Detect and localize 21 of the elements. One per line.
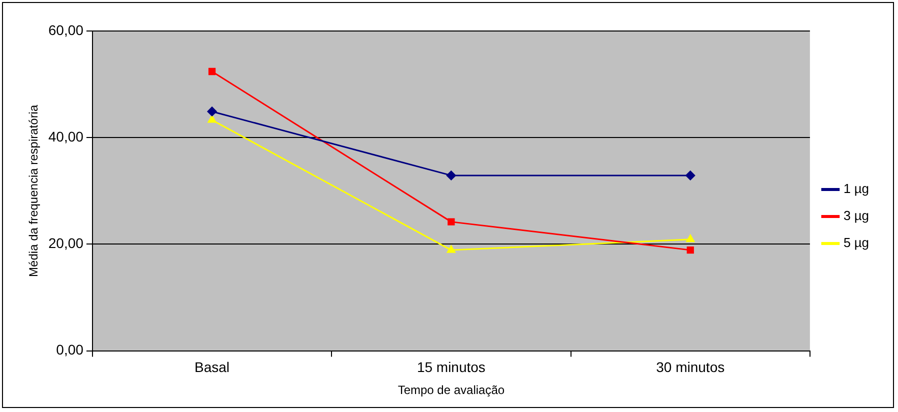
point [446,170,456,180]
x-tick-label: Basal [194,359,230,376]
legend-label: 5 µg [843,235,869,250]
point [448,218,455,226]
legend-label: 3 µg [843,208,869,224]
point [207,106,217,116]
y-tick-label: 20,00 [48,235,84,252]
point [686,246,694,254]
x-axis-title: Tempo de avaliação [398,383,505,398]
point [446,245,456,253]
y-tick-label: 40,00 [48,128,84,144]
x-tick-label: 15 minutos [416,359,486,376]
y-tick-label: 60,00 [48,22,84,38]
point [686,170,696,180]
point [686,234,695,242]
point [208,115,216,123]
y-tick-label: 0,00 [56,342,84,358]
y-axis-title: Média da frequencia respiratória [26,104,41,277]
x-tick-label: 30 minutos [656,359,725,376]
point [208,68,216,76]
legend-label: 1 µg [843,181,869,196]
